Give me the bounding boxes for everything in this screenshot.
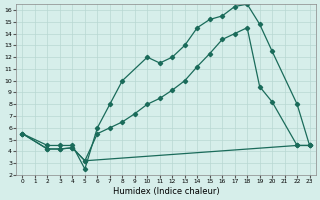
X-axis label: Humidex (Indice chaleur): Humidex (Indice chaleur)	[113, 187, 219, 196]
